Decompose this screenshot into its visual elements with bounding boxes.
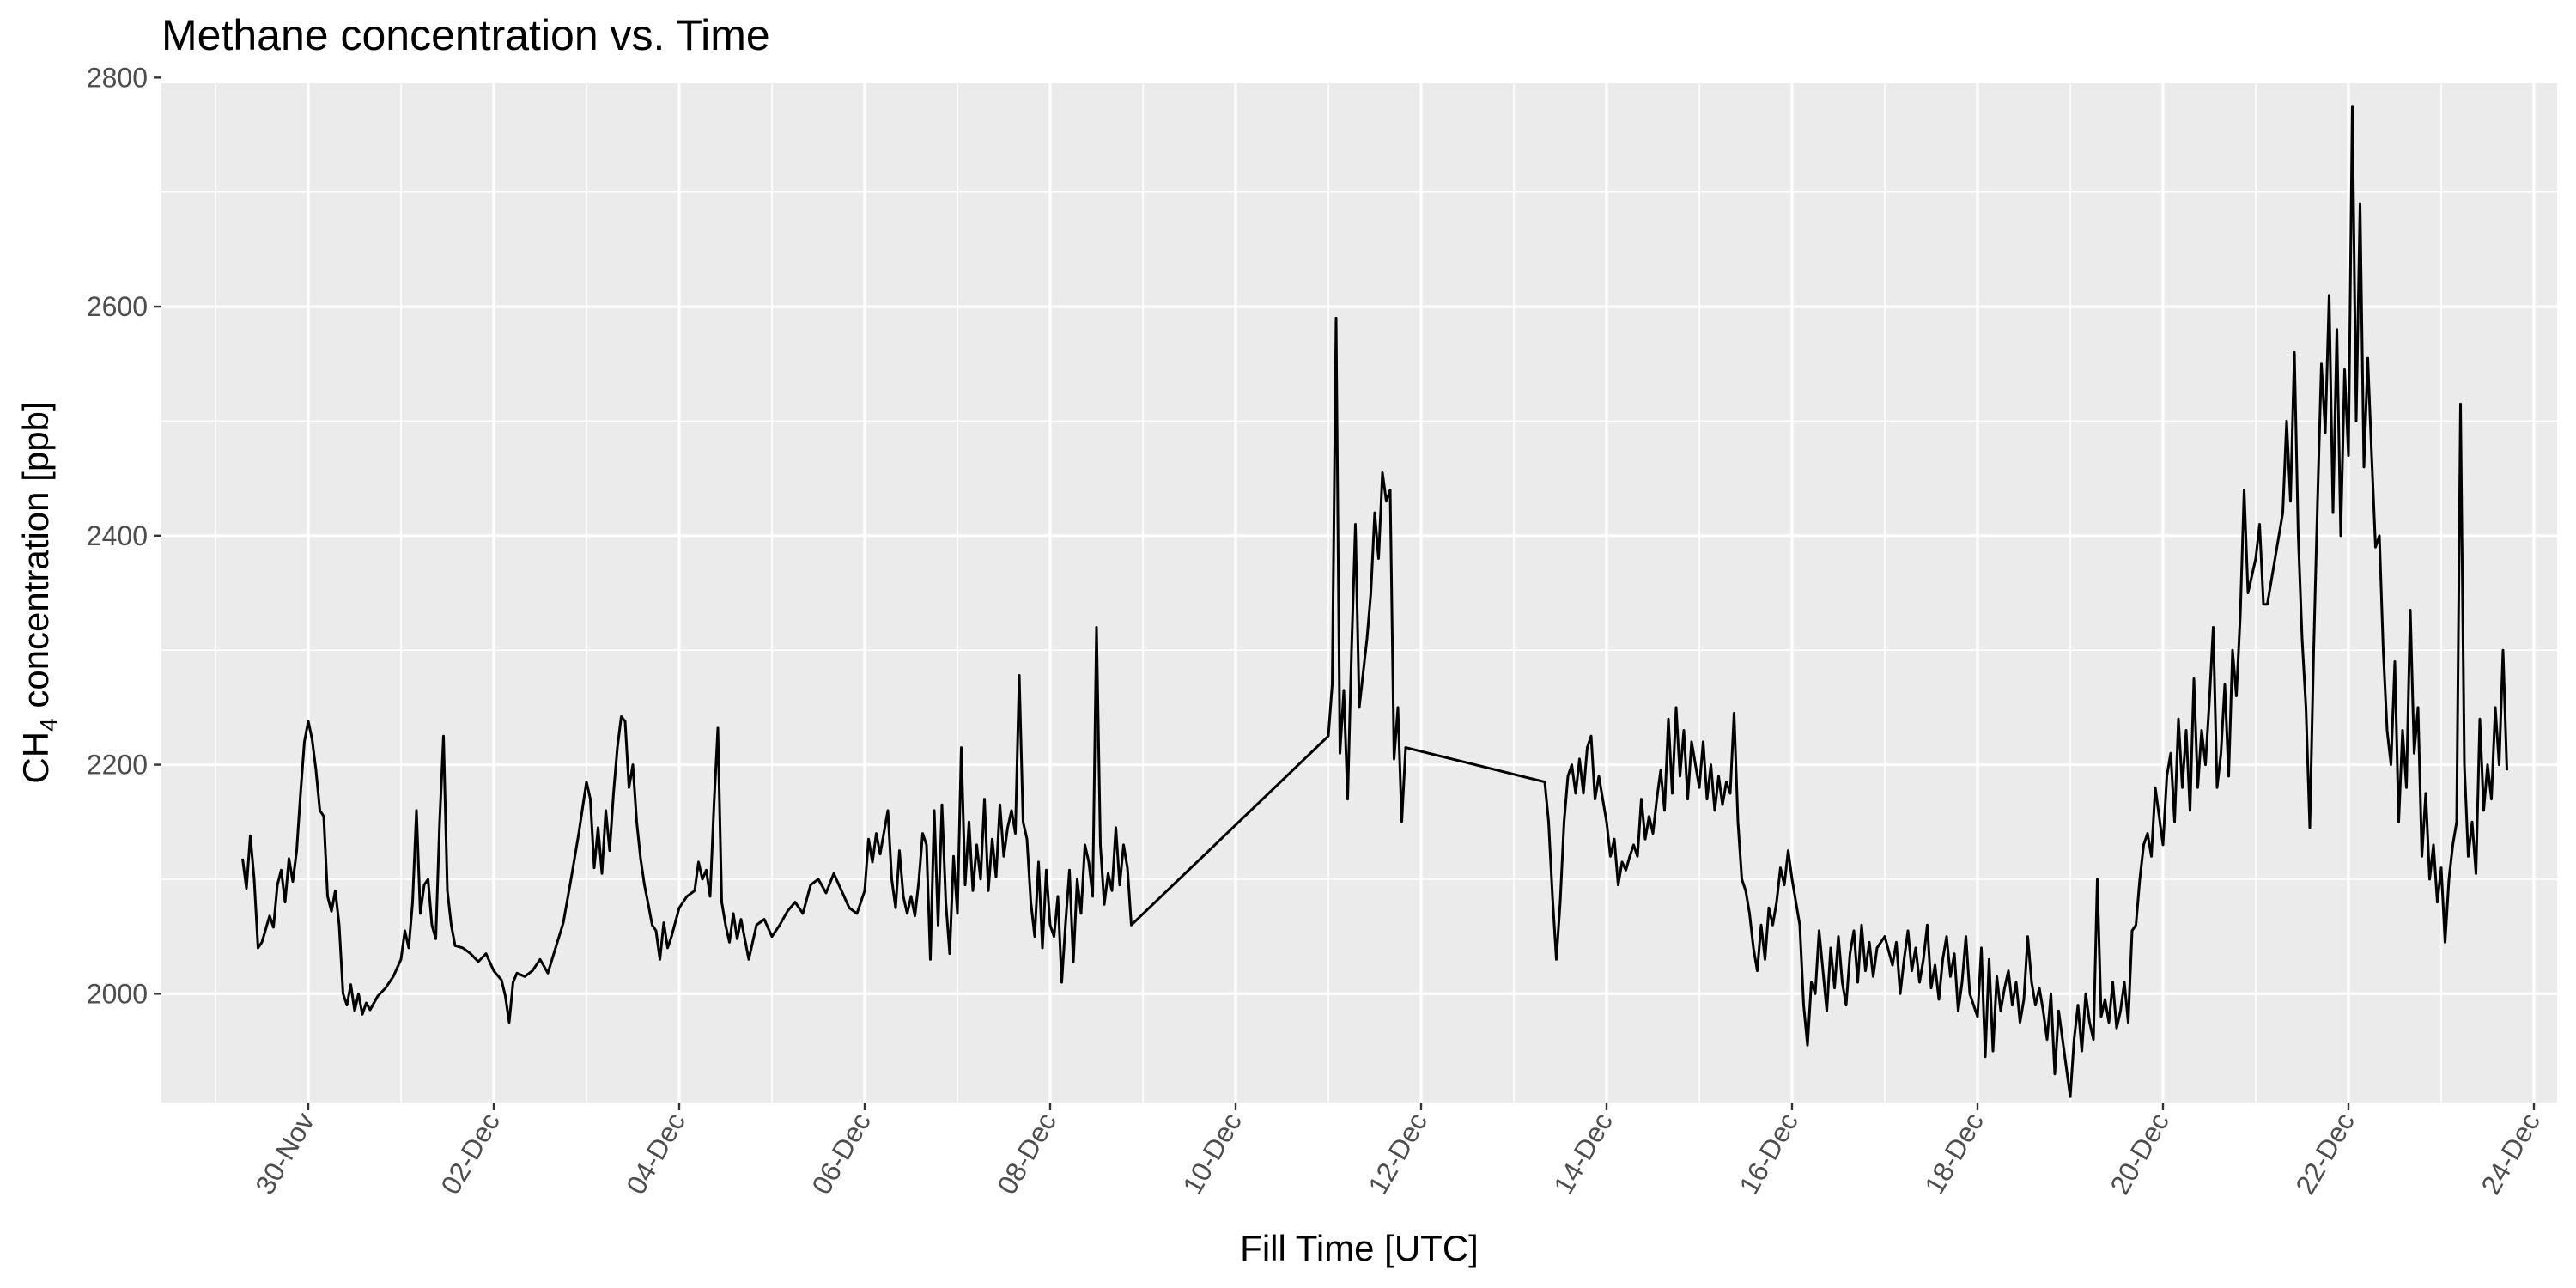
series-line-0 <box>241 105 2508 1098</box>
grid-major <box>161 76 2557 1103</box>
x-axis-title: Fill Time [UTC] <box>1240 1228 1479 1268</box>
plot-panel <box>161 83 2557 1103</box>
y-tick-label: 2400 <box>87 520 148 551</box>
grid-minor <box>161 83 2557 1109</box>
x-tick-label: 18-Dec <box>1918 1108 1990 1200</box>
x-tick-label: 22-Dec <box>2289 1108 2360 1200</box>
x-tick-label: 20-Dec <box>2104 1108 2175 1200</box>
y-axis-title-rest: concentration [ppb] <box>15 401 56 718</box>
y-axis-title-subscript: 4 <box>35 718 62 732</box>
y-tick-label: 2600 <box>87 291 148 322</box>
x-axis: 30-Nov 02-Dec 04-Dec 06-Dec 08-Dec 10-Dec 12-D… <box>249 1103 2546 1200</box>
chart-title: Methane concentration vs. Time <box>161 11 770 59</box>
y-tick-label: 2800 <box>87 62 148 93</box>
x-tick-label: 10-Dec <box>1176 1108 1248 1200</box>
x-tick-label: 24-Dec <box>2475 1108 2546 1200</box>
x-tick-label: 14-Dec <box>1547 1108 1619 1200</box>
x-tick-label: 16-Dec <box>1733 1108 1804 1200</box>
x-tick-label: 04-Dec <box>620 1108 691 1200</box>
series-layer <box>241 105 2508 1098</box>
x-tick-label: 30-Nov <box>249 1108 320 1200</box>
y-axis: 2000 2200 2400 2600 2800 <box>87 62 161 1009</box>
y-tick-label: 2000 <box>87 978 148 1009</box>
y-axis-title-main: CH <box>15 732 56 784</box>
y-axis-title: CH4 concentration [ppb] <box>15 401 62 783</box>
x-tick-label: 06-Dec <box>805 1108 877 1200</box>
y-tick-label: 2200 <box>87 750 148 781</box>
x-tick-label: 02-Dec <box>434 1108 506 1200</box>
x-tick-label: 12-Dec <box>1362 1108 1433 1200</box>
x-tick-label: 08-Dec <box>991 1108 1062 1200</box>
